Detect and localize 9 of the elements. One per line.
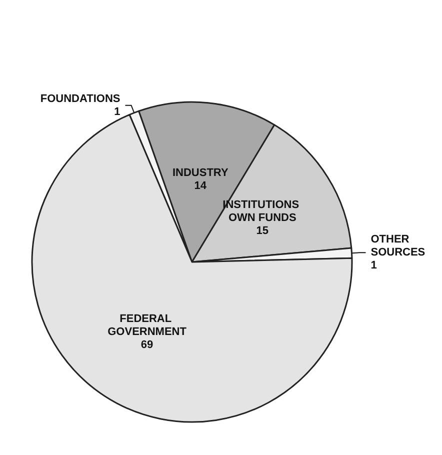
slice-label: FEDERAL GOVERNMENT [108,312,187,338]
data-label: 14 [194,180,208,192]
data-label: 69 [140,338,154,351]
slice-label: FOUNDATIONS [40,92,120,105]
slice-label: INDUSTRY [172,166,229,179]
data-label: 15 [256,225,269,238]
data-label: 1 [114,106,120,118]
slice-label: OTHER SOURCES [370,234,426,259]
data-label: 1 [370,260,377,272]
